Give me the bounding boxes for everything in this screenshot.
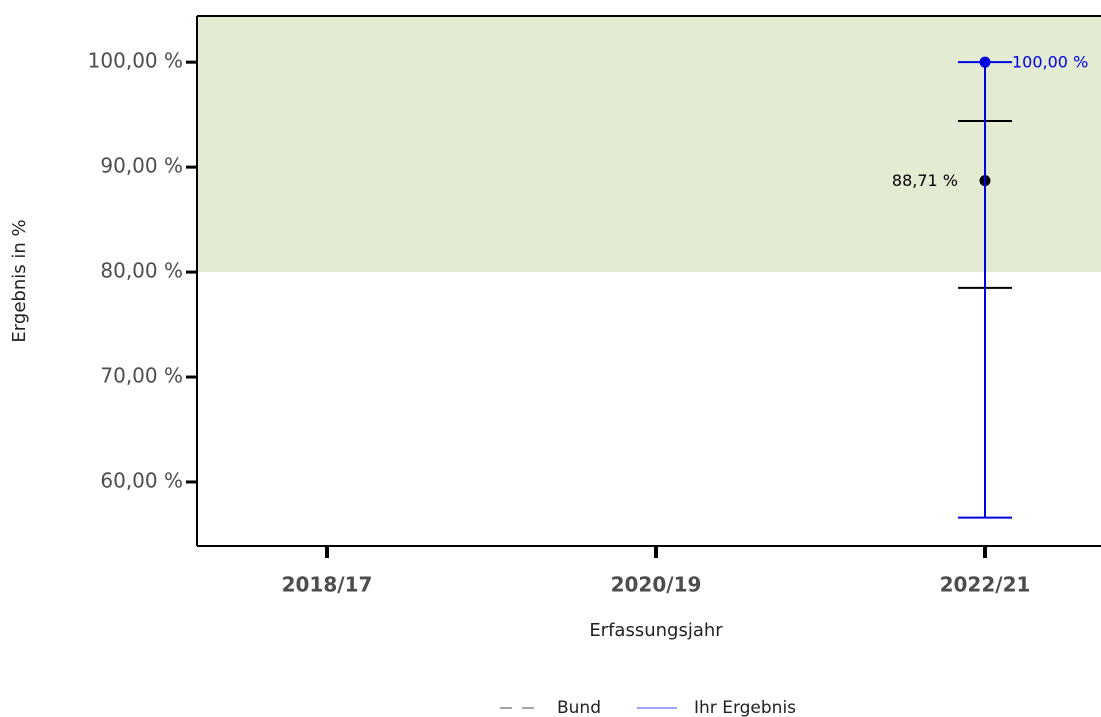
y-tick-label: 60,00 % [100, 468, 183, 492]
data-label: 88,71 % [892, 171, 958, 190]
y-tick-label: 100,00 % [88, 49, 183, 73]
legend-label: Ihr Ergebnis [694, 698, 796, 717]
x-axis-title: Erfassungsjahr [589, 620, 723, 641]
legend-label: Bund [557, 698, 601, 717]
x-tick-label: 2022/21 [940, 573, 1031, 597]
y-tick-label: 90,00 % [100, 154, 183, 178]
data-label: 100,00 % [1012, 53, 1088, 72]
target-range [197, 16, 1101, 273]
x-tick-label: 2018/17 [282, 573, 373, 597]
x-tick-label: 2020/19 [611, 573, 702, 597]
y-axis-title: Ergebnis in % [9, 219, 30, 342]
y-tick-label: 70,00 % [100, 364, 183, 388]
y-tick-label: 80,00 % [100, 259, 183, 283]
point [979, 56, 991, 68]
